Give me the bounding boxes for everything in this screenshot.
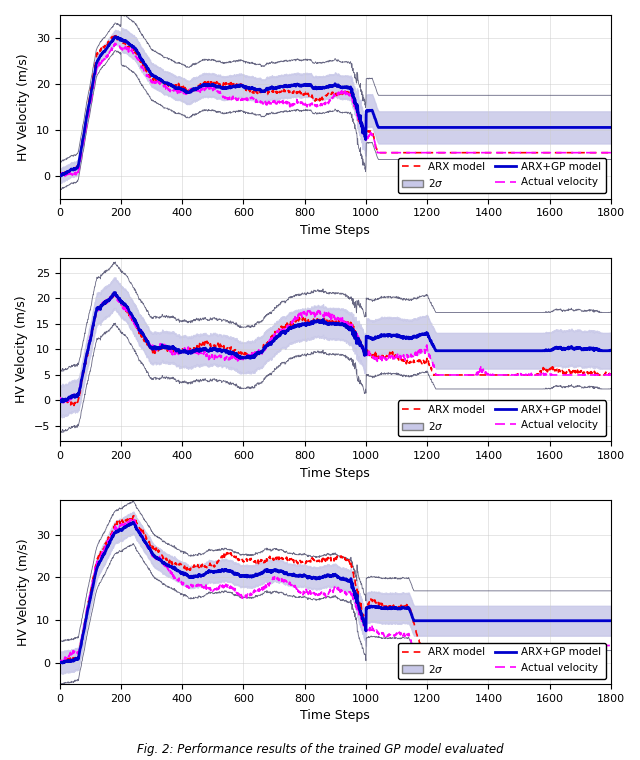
Legend: ARX model, 2$\sigma$, ARX+GP model, Actual velocity: ARX model, 2$\sigma$, ARX+GP model, Actu… bbox=[397, 401, 605, 436]
X-axis label: Time Steps: Time Steps bbox=[300, 224, 370, 237]
X-axis label: Time Steps: Time Steps bbox=[300, 467, 370, 480]
Y-axis label: HV Velocity (m/s): HV Velocity (m/s) bbox=[17, 53, 30, 160]
Y-axis label: HV Velocity (m/s): HV Velocity (m/s) bbox=[15, 296, 28, 404]
Y-axis label: HV Velocity (m/s): HV Velocity (m/s) bbox=[17, 538, 30, 646]
Legend: ARX model, 2$\sigma$, ARX+GP model, Actual velocity: ARX model, 2$\sigma$, ARX+GP model, Actu… bbox=[397, 643, 605, 679]
Legend: ARX model, 2$\sigma$, ARX+GP model, Actual velocity: ARX model, 2$\sigma$, ARX+GP model, Actu… bbox=[397, 158, 605, 193]
Text: Fig. 2: Performance results of the trained GP model evaluated: Fig. 2: Performance results of the train… bbox=[137, 743, 503, 756]
X-axis label: Time Steps: Time Steps bbox=[300, 709, 370, 722]
